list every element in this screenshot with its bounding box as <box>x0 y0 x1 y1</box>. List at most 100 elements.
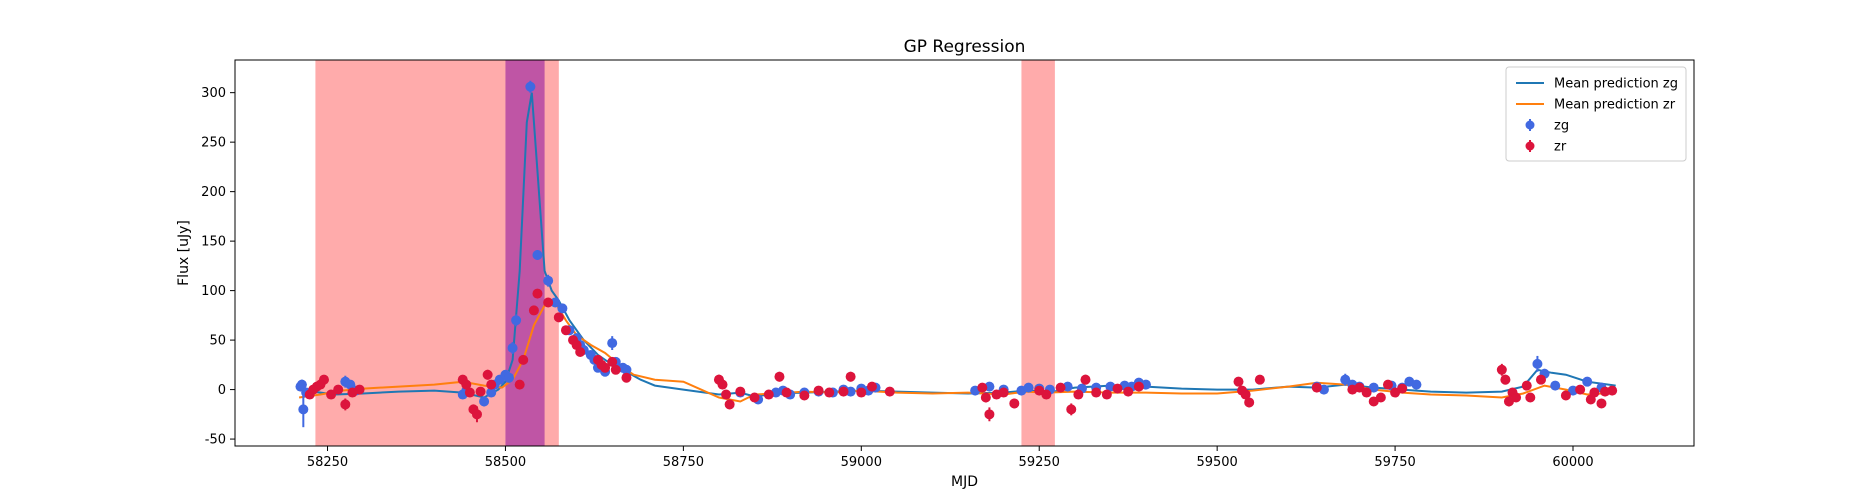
data-point <box>482 369 493 380</box>
data-point <box>1091 387 1102 398</box>
marker <box>884 386 895 397</box>
data-point <box>1607 385 1618 396</box>
marker <box>845 386 856 397</box>
data-point <box>518 354 529 365</box>
legend-box <box>1505 66 1687 162</box>
marker <box>318 374 329 385</box>
marker <box>514 379 525 390</box>
data-point <box>532 288 543 299</box>
x-tick-label: 58250 <box>307 455 348 470</box>
marker <box>1133 381 1144 392</box>
data-point <box>1368 382 1379 393</box>
data-point <box>998 387 1009 398</box>
marker <box>479 396 490 407</box>
data-point <box>553 312 564 323</box>
marker <box>724 399 735 410</box>
marker <box>1254 374 1265 385</box>
marker <box>610 364 621 375</box>
marker <box>1607 385 1618 396</box>
data-point <box>1073 389 1084 400</box>
data-point <box>504 372 515 383</box>
marker <box>482 369 493 380</box>
marker <box>1233 376 1244 387</box>
data-point <box>735 386 746 397</box>
marker <box>1361 387 1372 398</box>
data-point <box>532 249 543 260</box>
data-point <box>1550 380 1561 391</box>
marker <box>1496 364 1507 375</box>
data-point <box>1496 363 1507 376</box>
x-tick-label: 59500 <box>1196 455 1237 470</box>
data-point <box>884 386 895 397</box>
marker <box>1560 390 1571 401</box>
data-point <box>1575 384 1586 395</box>
marker <box>977 382 988 393</box>
data-point <box>1589 387 1600 398</box>
marker <box>553 312 564 323</box>
marker <box>504 372 515 383</box>
marker <box>525 81 536 92</box>
legend-label: Mean prediction zg <box>1554 77 1678 92</box>
marker <box>1091 387 1102 398</box>
data-point <box>977 382 988 393</box>
data-point <box>1123 386 1134 397</box>
data-point <box>550 297 561 308</box>
marker <box>1535 374 1546 385</box>
marker <box>543 297 554 308</box>
marker <box>735 386 746 397</box>
data-point <box>1596 398 1607 409</box>
data-point <box>461 379 472 390</box>
legend-label: zg <box>1554 119 1569 134</box>
marker <box>600 362 611 373</box>
data-point <box>557 303 568 314</box>
marker <box>528 305 539 316</box>
data-point <box>621 372 632 383</box>
data-point <box>1311 382 1322 393</box>
marker <box>621 364 632 375</box>
marker <box>1511 392 1522 403</box>
x-tick-label: 59750 <box>1374 455 1415 470</box>
marker <box>1073 389 1084 400</box>
marker <box>866 381 877 392</box>
data-point <box>749 392 760 403</box>
data-point <box>600 362 611 373</box>
data-point <box>813 385 824 396</box>
legend-label: Mean prediction zr <box>1554 98 1676 113</box>
marker <box>813 385 824 396</box>
data-point <box>781 387 792 398</box>
y-tick-label: 300 <box>201 86 226 101</box>
legend-item: Mean prediction zr <box>1516 98 1676 113</box>
data-point <box>1532 355 1543 372</box>
data-point <box>1382 379 1393 390</box>
data-point <box>1023 382 1034 393</box>
marker <box>354 384 365 395</box>
marker <box>1582 376 1593 387</box>
shaded-region <box>1021 60 1055 446</box>
axes-frame <box>234 59 1695 447</box>
marker <box>1123 386 1134 397</box>
marker <box>1525 392 1536 403</box>
marker <box>1009 398 1020 409</box>
marker <box>1041 389 1052 400</box>
marker <box>1375 392 1386 403</box>
x-tick-label: 58500 <box>485 455 526 470</box>
data-point <box>984 407 995 422</box>
marker <box>1244 397 1255 408</box>
data-point <box>1375 392 1386 403</box>
marker <box>984 409 995 420</box>
data-point <box>1521 380 1532 391</box>
data-point <box>1535 374 1546 385</box>
data-point <box>763 389 774 400</box>
marker <box>838 386 849 397</box>
chart-title: GP Regression <box>904 37 1026 57</box>
data-point <box>1066 403 1077 416</box>
x-tick-label: 60000 <box>1552 455 1593 470</box>
marker <box>532 249 543 260</box>
marker <box>333 384 344 395</box>
data-point <box>326 389 337 400</box>
legend: Mean prediction zg Mean prediction zr zg zr <box>1505 66 1687 162</box>
data-point <box>1397 383 1408 394</box>
marker <box>1589 387 1600 398</box>
marker <box>856 387 867 398</box>
marker <box>557 303 568 314</box>
